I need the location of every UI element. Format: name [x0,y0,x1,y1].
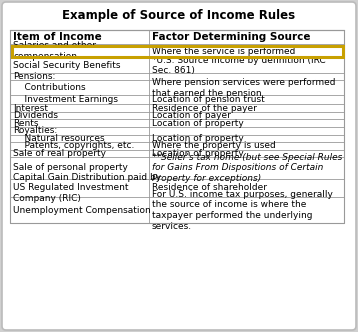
Text: Royalties:: Royalties: [13,126,57,135]
Text: Sale of personal property: Sale of personal property [13,163,128,172]
Text: Residence of shareholder: Residence of shareholder [151,184,267,193]
Text: Location of property: Location of property [151,119,243,128]
Bar [10,142,344,150]
Text: Contributions: Contributions [13,83,86,92]
Bar [10,80,344,95]
Text: Sale of real property: Sale of real property [13,149,106,158]
Bar [11,46,343,57]
Text: Interest: Interest [13,104,48,113]
Text: Example of Source of Income Rules: Example of Source of Income Rules [62,9,296,22]
Text: Capital Gain Distribution paid by
US Regulated Investment
Company (RIC): Capital Gain Distribution paid by US Reg… [13,173,161,203]
Bar [10,127,344,134]
Text: Item of Income: Item of Income [13,32,102,42]
Text: Natural resources: Natural resources [13,134,105,143]
Bar [10,104,344,112]
Bar [10,95,344,104]
Text: Salaries and other
compensation: Salaries and other compensation [13,42,96,61]
Text: Dividends: Dividends [13,111,58,120]
Bar [10,58,344,73]
Text: Patents, copyrights, etc.: Patents, copyrights, etc. [13,141,134,150]
Text: Residence of the payer: Residence of the payer [151,104,256,113]
Text: Factor Determining Source: Factor Determining Source [151,32,310,42]
Bar [10,30,344,223]
Bar [10,134,344,142]
Text: Social Security Benefits: Social Security Benefits [13,61,121,70]
Bar [10,197,344,223]
Bar [10,44,344,58]
Text: Where the property is used: Where the property is used [151,141,275,150]
Text: For U.S. income tax purposes, generally
the source of income is where the
taxpay: For U.S. income tax purposes, generally … [151,190,333,231]
Text: Pensions:: Pensions: [13,72,55,81]
Bar [10,112,344,120]
Text: Where pension services were performed
that earned the pension: Where pension services were performed th… [151,78,335,98]
Text: Investment Earnings: Investment Earnings [13,95,118,104]
Text: Location of pension trust: Location of pension trust [151,95,264,104]
Bar [10,179,344,197]
Text: Location of property: Location of property [151,149,243,158]
FancyBboxPatch shape [2,2,356,330]
Bar [10,73,344,80]
Text: **Seller's tax home (but see Special Rules
for Gains From Dispositions of Certai: **Seller's tax home (but see Special Rul… [151,153,342,183]
Text: Unemployment Compensation: Unemployment Compensation [13,206,151,215]
Text: *U.S. Source income by definition (IRC
Sec. 861): *U.S. Source income by definition (IRC S… [151,56,325,75]
Bar [10,30,344,44]
Bar [10,150,344,157]
Bar [10,157,344,179]
Text: Location of payer: Location of payer [151,111,231,120]
Text: Rents: Rents [13,119,39,128]
Text: Location of property: Location of property [151,134,243,143]
Text: Where the service is performed: Where the service is performed [151,47,295,56]
Bar [10,120,344,127]
